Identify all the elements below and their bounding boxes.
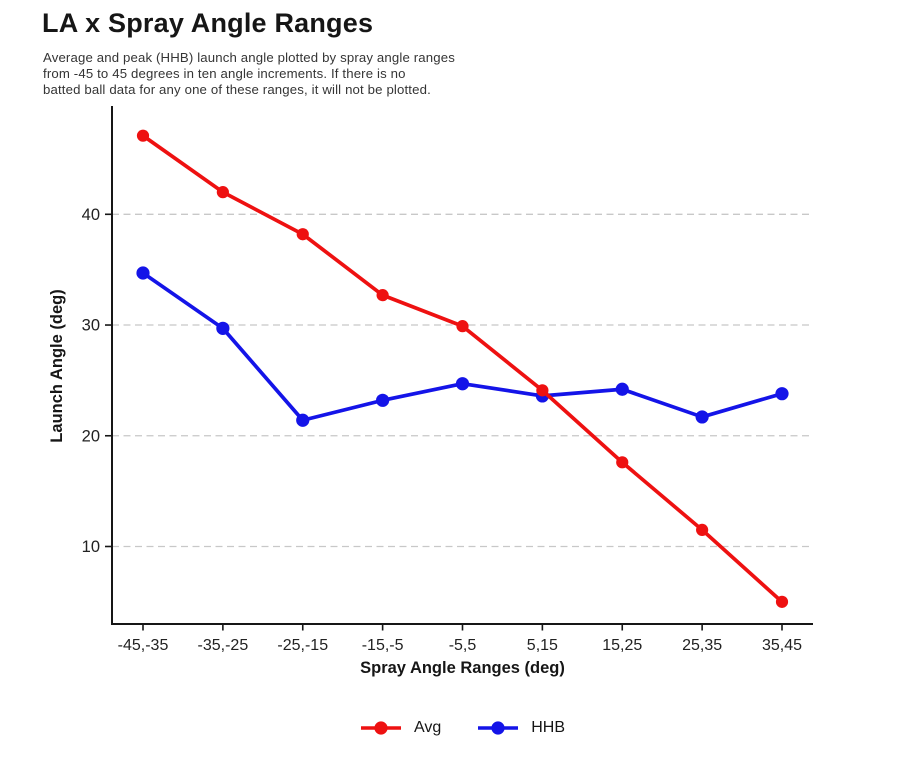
x-tick-label: 15,25 [602,637,642,654]
hhb-series-line [141,271,784,423]
y-tick-label: 20 [82,427,100,445]
hhb-series-swatch-icon [478,721,519,735]
chart-subtitle: Average and peak (HHB) launch angle plot… [43,50,455,99]
hhb-point-0 [136,266,150,280]
hhb-point-4 [455,377,470,391]
x-axis-title: Spray Angle Ranges (deg) [360,659,565,677]
x-tick-label: -25,-15 [277,637,328,654]
y-tick-label: 10 [82,538,100,556]
x-tick-label: 5,15 [527,637,558,654]
avg-point-7 [696,523,709,536]
hhb-point-2 [296,413,310,427]
x-tick-label: 35,45 [762,637,802,654]
avg-point-4 [456,320,469,333]
x-tick-label: -5,5 [449,637,477,654]
y-axis-title: Launch Angle (deg) [48,289,66,442]
x-tick-label: -45,-35 [118,637,169,654]
avg-point-8 [775,595,789,608]
subtitle-line-1: Average and peak (HHB) launch angle plot… [43,50,455,65]
hhb-point-8 [775,387,789,401]
subtitle-line-2: from -45 to 45 degrees in ten angle incr… [43,66,406,82]
avg-point-6 [616,456,629,469]
subtitle-line-3: batted ball data for any one of these ra… [43,82,431,98]
hhb-point-3 [376,393,390,407]
legend-item-hhb: HHB [477,719,565,737]
x-tick-label: 25,35 [682,637,722,654]
y-tick-label: 30 [82,317,100,335]
avg-series-swatch-icon [360,721,401,735]
legend-item-avg: Avg [360,719,441,737]
legend-label-avg: Avg [413,719,442,736]
y-tick-label: 40 [82,206,100,224]
hhb-point-6 [615,382,629,396]
avg-point-0 [136,129,150,142]
x-tick-label: -15,-5 [362,637,404,654]
chart-legend: Avg HHB [112,714,813,742]
avg-series-line [141,133,784,604]
hhb-point-7 [695,410,709,424]
hhb-point-1 [216,321,230,335]
x-tick-label: -35,-25 [198,637,249,654]
avg-point-5 [536,384,549,397]
page-title: LA x Spray Angle Ranges [42,8,374,38]
avg-point-1 [216,186,229,199]
legend-label-hhb: HHB [531,719,566,736]
avg-point-3 [376,289,389,302]
avg-point-2 [296,228,309,241]
